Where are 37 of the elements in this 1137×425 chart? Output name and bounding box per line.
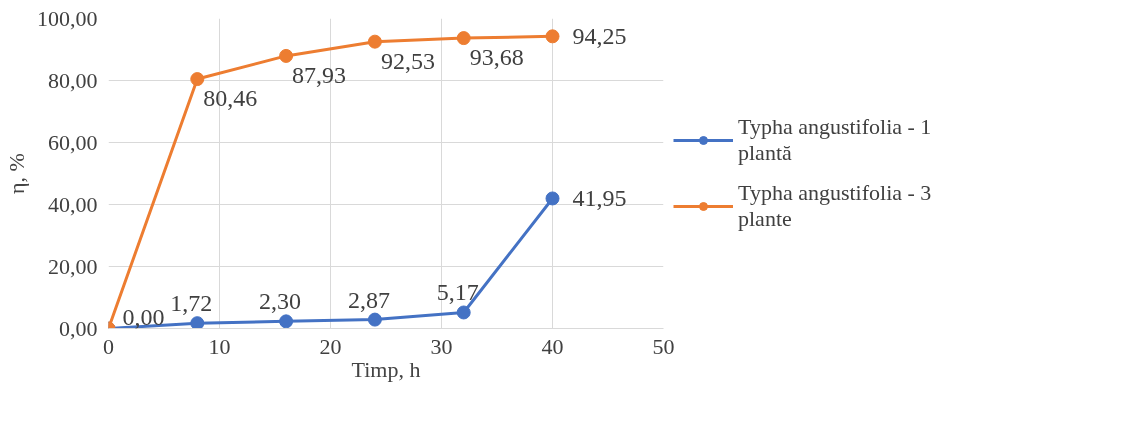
x-tick-label: 40 [541, 333, 564, 359]
point [279, 314, 294, 329]
data-label: 93,68 [469, 44, 524, 71]
point [456, 305, 471, 320]
x-axis-title: Timp, h [351, 356, 421, 382]
data-label: 2,30 [259, 288, 302, 315]
y-tick-label: 100,00 [37, 5, 98, 31]
y-tick-label: 60,00 [48, 129, 98, 155]
point [190, 316, 205, 329]
y-tick-label: 40,00 [48, 191, 98, 217]
data-label: 92,53 [380, 47, 435, 74]
point [367, 312, 382, 327]
data-label: 87,93 [292, 61, 347, 88]
data-label: 41,95 [572, 184, 627, 211]
x-tick-label: 0 [103, 333, 114, 359]
data-label: 94,25 [572, 22, 627, 49]
data-label: 1,72 [170, 290, 213, 317]
data-label: 5,17 [436, 279, 479, 306]
x-tick-label: 20 [319, 333, 342, 359]
y-tick-label: 0,00 [59, 315, 98, 341]
legend-label: Typha angustifolia - 1 plantă [738, 114, 932, 166]
point [545, 29, 560, 44]
point [279, 48, 294, 63]
point [545, 191, 560, 206]
x-tick-label: 30 [430, 333, 453, 359]
data-label: 2,87 [347, 286, 390, 313]
x-tick-label: 10 [208, 333, 231, 359]
legend-label: Typha angustifolia - 3 plante [738, 180, 932, 232]
data-label: 80,46 [203, 85, 258, 112]
point [367, 34, 382, 49]
data-label: 0,00 [122, 303, 165, 330]
point [190, 72, 205, 87]
y-tick-label: 20,00 [48, 253, 98, 279]
x-tick-label: 50 [652, 333, 675, 359]
y-tick-label: 80,00 [48, 67, 98, 93]
y-axis-title: η, % [4, 153, 29, 194]
point [456, 31, 471, 46]
